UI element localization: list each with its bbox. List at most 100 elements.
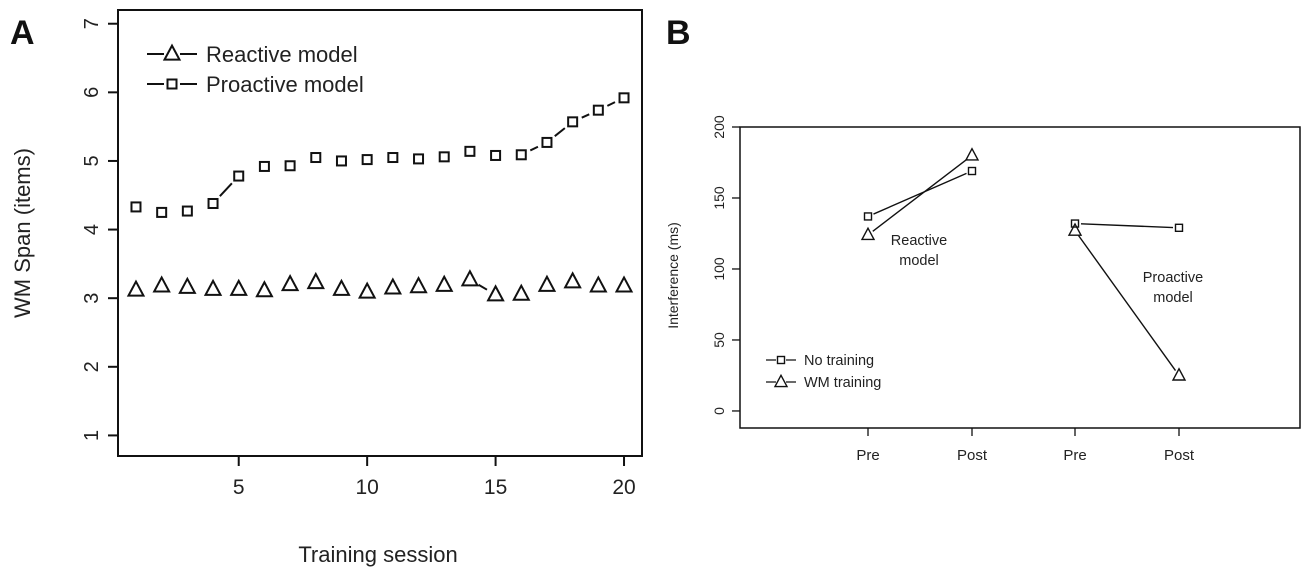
panel-a-reactive-point: [203, 278, 223, 296]
panel-a-plot-frame: [117, 9, 643, 457]
panel-a-reactive-point: [255, 280, 274, 298]
panel-a-legend-proactive-label: Proactive model: [206, 72, 364, 97]
panel-a-y-tick-label: 3: [81, 293, 103, 304]
panel-b-no-training-point: [863, 212, 873, 221]
panel-a-proactive-point: [361, 154, 373, 166]
panel-a-proactive-segment: [581, 113, 590, 119]
panel-a-proactive-point: [310, 152, 322, 164]
panel-a-y-tick-label: 4: [81, 224, 103, 235]
panel-a-reactive-point: [460, 269, 480, 287]
panel-a-reactive-point: [537, 274, 557, 292]
panel-a-reactive-point: [178, 276, 197, 294]
panel-b-y-axis-label: Interference (ms): [665, 222, 681, 329]
panel-b-no-training-point: [1070, 219, 1080, 228]
panel-a-proactive-point: [464, 145, 476, 157]
panel-b-wm-training-point: [1067, 222, 1083, 236]
panel-a-legend-proactive-marker: [166, 78, 178, 90]
panel-a-y-tick-label: 7: [81, 18, 103, 29]
panel-b-wm-training-point: [860, 226, 876, 241]
panel-a-reactive-point: [280, 273, 300, 292]
panel-a-y-tick-label: 5: [81, 155, 103, 166]
panel-b-x-tick-label: Post: [1164, 447, 1195, 464]
panel-a-y-tick-label: 2: [81, 361, 103, 372]
panel-a-reactive-point: [332, 278, 351, 296]
panel-b-legend-no-training-marker: [776, 355, 786, 365]
panel-a-reactive-point: [229, 278, 248, 296]
panel-b-legend-wm-training-marker: [773, 373, 789, 388]
panel-a-proactive-point: [207, 197, 219, 209]
panel-a-proactive-segment: [606, 101, 616, 107]
panel-b-wm-training-line: [1077, 235, 1177, 372]
panel-a-reactive-segment: [478, 283, 488, 291]
panel-b-no-training-line: [1080, 223, 1174, 229]
panel-a-proactive-point: [284, 160, 296, 172]
panel-b-annotation-line: Reactive: [891, 233, 947, 249]
panel-a-proactive-point: [387, 152, 399, 164]
panel-a-reactive-point: [435, 274, 454, 292]
panel-a-reactive-point: [589, 275, 608, 293]
panel-a-proactive-point: [156, 206, 168, 218]
panel-a-x-tick-label: 20: [612, 476, 635, 499]
panel-b-annotation-line: model: [899, 253, 939, 269]
panel-a-proactive-point: [438, 151, 450, 163]
panel-a-proactive-point: [130, 201, 142, 213]
panel-a-proactive-point: [335, 155, 347, 167]
panel-a-label: A: [10, 14, 35, 52]
panel-b-x-tick-label: Pre: [1063, 447, 1086, 464]
panel-a-proactive-point: [490, 149, 502, 161]
panel-a-x-tick-label: 10: [355, 476, 378, 499]
panel-a-proactive-point: [233, 170, 245, 182]
panel-b-annotation-line: model: [1153, 290, 1193, 306]
panel-a-reactive-point: [126, 279, 146, 297]
panel-b-chart: 0 50 100 150 200 Pre Post Pre Post Interference (…: [665, 115, 1301, 464]
panel-a-reactive-point: [357, 281, 377, 299]
panel-b-no-training-point: [1174, 223, 1184, 233]
panel-b-x-tick-label: Post: [957, 447, 988, 464]
panel-b-y-tick-label: 100: [711, 257, 727, 281]
panel-a-reactive-point: [306, 271, 325, 290]
panel-b-y-tick-label: 150: [711, 186, 727, 210]
panel-a-reactive-point: [512, 283, 531, 301]
panel-b-legend-no-training-label: No training: [804, 353, 874, 369]
panel-b-annotation-line: Proactive: [1143, 270, 1203, 286]
panel-b-y-tick-label: 50: [711, 332, 727, 348]
panel-b-no-training-point: [967, 166, 977, 176]
panel-a-reactive-point: [614, 275, 634, 293]
panel-a-legend: Reactive model Proactive model: [147, 42, 364, 97]
panel-b-plot-frame: [739, 126, 1301, 429]
panel-a-proactive-point: [181, 205, 193, 217]
panel-a-proactive-point: [618, 92, 630, 104]
panel-a-reactive-point: [152, 275, 171, 293]
panel-a-proactive-point: [413, 153, 425, 165]
panel-a-proactive-point: [592, 104, 604, 116]
panel-a-proactive-point: [567, 116, 579, 128]
panel-b-label: B: [666, 14, 691, 52]
panel-b-legend-wm-training-label: WM training: [804, 375, 881, 391]
panel-a-legend-reactive-marker: [162, 43, 182, 61]
panel-b-legend: No training WM training: [766, 353, 881, 391]
panel-b-wm-training-line: [872, 158, 968, 232]
panel-a-y-tick-label: 1: [81, 430, 103, 441]
panel-a-proactive-point: [515, 149, 527, 161]
panel-a-proactive-segment: [554, 127, 566, 137]
panel-a-x-tick-label: 5: [233, 476, 245, 499]
panel-a-reactive-point: [563, 271, 582, 289]
panel-b-y-tick-label: 0: [711, 407, 727, 415]
panel-b-wm-training-point: [964, 147, 980, 161]
panel-a-proactive-point: [541, 136, 553, 148]
panel-b-wm-training-point: [1171, 367, 1187, 381]
panel-a-proactive-point: [258, 160, 270, 172]
panel-a-proactive-segment: [219, 182, 233, 197]
panel-a-chart: 1 2 3 4 5 6 7 5 10 15 20 Training session WM Span (i…: [10, 9, 643, 567]
panel-b-x-tick-label: Pre: [856, 447, 879, 464]
panel-a-x-tick-label: 15: [484, 476, 507, 499]
panel-a-y-tick-label: 6: [81, 87, 103, 98]
panel-a-proactive-segment: [529, 145, 539, 152]
panel-a-reactive-point: [486, 284, 505, 302]
panel-a-reactive-point: [409, 276, 428, 294]
panel-a-reactive-point: [383, 277, 403, 295]
panel-b-y-tick-label: 200: [711, 115, 727, 139]
panel-a-x-axis-label: Training session: [298, 542, 457, 567]
panel-b-no-training-line: [873, 172, 967, 215]
